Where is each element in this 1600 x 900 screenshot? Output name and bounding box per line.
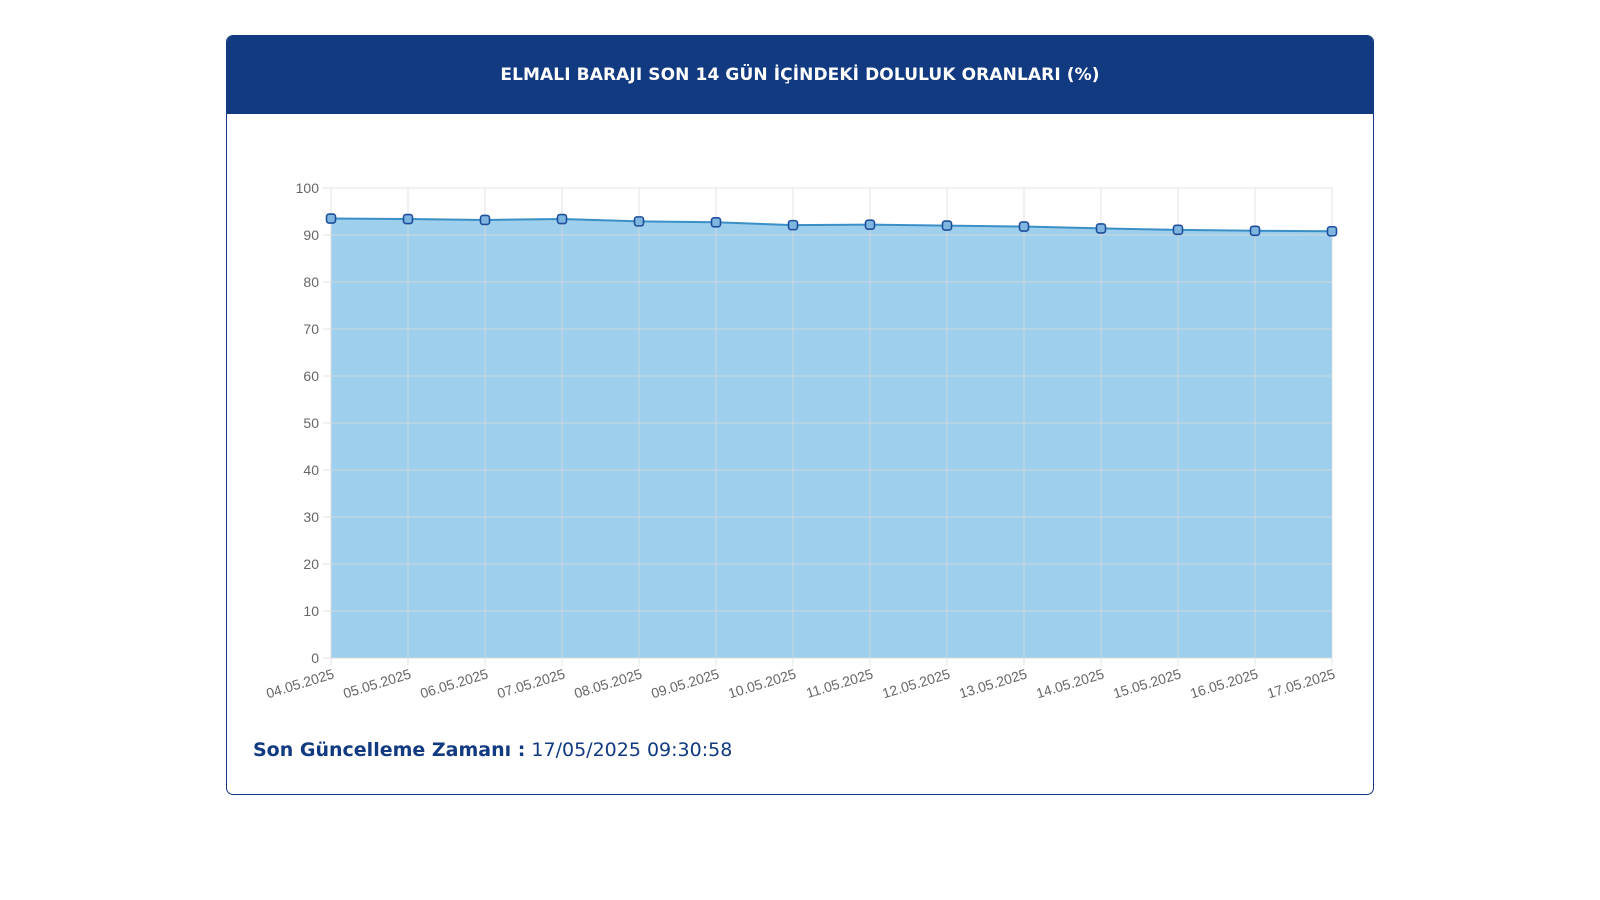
x-tick-label: 07.05.2025 (495, 666, 567, 702)
chart-area: 0 10 20 30 40 50 60 70 80 90 100 04.05.2025 05.05.20… (227, 114, 1372, 714)
y-tick-label: 100 (296, 180, 320, 196)
y-tick-label: 40 (303, 462, 319, 478)
data-point (479, 214, 491, 226)
y-tick-label: 20 (303, 556, 319, 572)
data-point (1018, 221, 1030, 232)
y-tick-label: 30 (303, 509, 319, 525)
y-tick-label: 90 (303, 227, 319, 243)
x-tick-label: 08.05.2025 (572, 666, 644, 702)
x-tick-label: 09.05.2025 (649, 666, 721, 702)
data-point (787, 219, 799, 231)
x-tick-label: 06.05.2025 (418, 666, 490, 702)
data-point (325, 213, 337, 224)
y-tick-label: 60 (303, 368, 319, 384)
x-tick-label: 14.05.2025 (1034, 666, 1106, 702)
x-tick-label: 17.05.2025 (1265, 666, 1337, 702)
series-line (330, 217, 1333, 233)
y-tick-label: 50 (303, 415, 319, 431)
area-chart: 0 10 20 30 40 50 60 70 80 90 100 04.05.2025 05.05.20… (264, 180, 1338, 702)
data-point (1095, 223, 1107, 234)
x-tick-label: 04.05.2025 (264, 666, 336, 702)
last-update: Son Güncelleme Zamanı : 17/05/2025 09:30… (253, 739, 732, 761)
y-tick-label: 80 (303, 274, 319, 290)
last-update-label: Son Güncelleme Zamanı : (253, 739, 526, 761)
x-tick-label: 16.05.2025 (1188, 666, 1260, 702)
data-point (556, 213, 568, 225)
data-point (1249, 225, 1261, 237)
x-tick-label: 15.05.2025 (1111, 666, 1183, 702)
chart-card: ELMALI BARAJI SON 14 GÜN İÇİNDEKİ DOLULU… (226, 35, 1374, 795)
x-tick-label: 05.05.2025 (341, 666, 413, 702)
x-tick-label: 11.05.2025 (804, 666, 875, 702)
data-point (864, 219, 876, 230)
data-point (1326, 225, 1338, 237)
y-tick-label: 10 (303, 603, 319, 619)
chart-header: ELMALI BARAJI SON 14 GÜN İÇİNDEKİ DOLULU… (227, 36, 1373, 114)
area-fill (331, 218, 1332, 659)
y-tick-label: 70 (303, 321, 319, 337)
x-tick-label: 12.05.2025 (880, 666, 952, 702)
chart-title: ELMALI BARAJI SON 14 GÜN İÇİNDEKİ DOLULU… (500, 65, 1100, 85)
data-point (633, 216, 645, 227)
last-update-value: 17/05/2025 09:30:58 (531, 739, 733, 761)
data-point (402, 213, 414, 225)
y-tick-label: 0 (311, 650, 319, 666)
data-point (710, 217, 722, 228)
data-point (941, 220, 953, 231)
x-tick-label: 10.05.2025 (726, 666, 798, 702)
x-tick-label: 13.05.2025 (957, 666, 1029, 702)
data-point (1172, 224, 1184, 236)
